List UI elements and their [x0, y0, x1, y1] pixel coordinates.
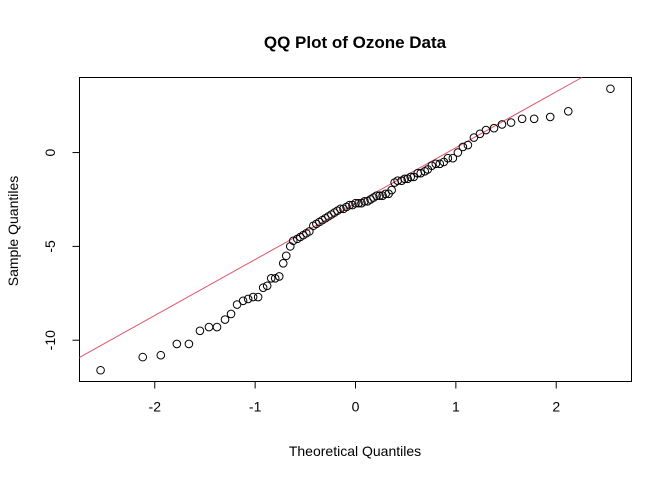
data-point	[220, 315, 230, 324]
data-point	[435, 159, 445, 169]
data-point	[274, 272, 284, 281]
data-point	[606, 84, 615, 94]
data-point	[270, 273, 280, 283]
data-point	[475, 129, 485, 139]
y-tick-label: -5	[42, 240, 58, 253]
data-point	[253, 292, 263, 302]
data-point	[258, 283, 268, 292]
data-point	[427, 161, 437, 170]
data-point	[458, 142, 468, 152]
data-point	[266, 273, 276, 283]
data-point	[448, 153, 458, 163]
data-point	[288, 236, 298, 246]
data-point	[463, 140, 473, 150]
data-point	[243, 294, 253, 304]
data-point	[172, 339, 182, 349]
data-point	[381, 189, 390, 199]
data-point	[375, 191, 384, 201]
x-tick-label: 2	[552, 399, 560, 415]
data-point	[248, 292, 258, 302]
data-point	[372, 191, 381, 201]
y-tick-label: 0	[42, 148, 58, 156]
data-point	[481, 125, 491, 135]
x-tick-label: -2	[149, 399, 162, 415]
data-point	[354, 198, 363, 208]
data-point	[497, 120, 507, 129]
data-point	[156, 350, 166, 360]
data-point	[416, 168, 426, 178]
data-point	[184, 339, 194, 349]
qq-reference-line	[79, 77, 583, 358]
data-point	[96, 365, 105, 375]
data-point	[545, 112, 555, 122]
data-point	[443, 153, 453, 163]
data-point	[529, 114, 539, 124]
data-point	[563, 106, 573, 116]
data-point	[212, 322, 222, 332]
chart-title: QQ Plot of Ozone Data	[264, 33, 447, 52]
y-tick-label: -10	[42, 330, 58, 350]
data-point	[400, 174, 409, 184]
data-point	[360, 197, 369, 206]
x-axis-label: Theoretical Quantiles	[289, 443, 421, 459]
data-point	[138, 352, 148, 362]
data-point	[238, 296, 248, 306]
data-point	[506, 118, 516, 127]
data-point	[406, 172, 416, 182]
x-tick-label: 0	[352, 399, 360, 415]
data-point	[336, 204, 345, 214]
data-point	[195, 326, 205, 336]
data-point	[469, 133, 479, 142]
data-point	[387, 185, 396, 195]
data-point	[262, 281, 272, 291]
y-axis-label: Sample Quantiles	[5, 176, 21, 287]
data-point	[305, 227, 314, 236]
data-point	[517, 114, 527, 124]
data-point	[351, 198, 360, 208]
x-tick-label: -1	[249, 399, 262, 415]
data-point	[278, 258, 288, 268]
plot-frame	[79, 77, 632, 382]
data-point	[204, 322, 214, 332]
data-point	[431, 159, 441, 169]
data-point	[281, 251, 291, 261]
data-point	[453, 148, 463, 157]
data-point	[232, 300, 242, 309]
data-point	[489, 123, 499, 133]
x-tick-label: 1	[452, 399, 460, 415]
data-point	[226, 309, 236, 319]
data-point	[345, 200, 354, 210]
